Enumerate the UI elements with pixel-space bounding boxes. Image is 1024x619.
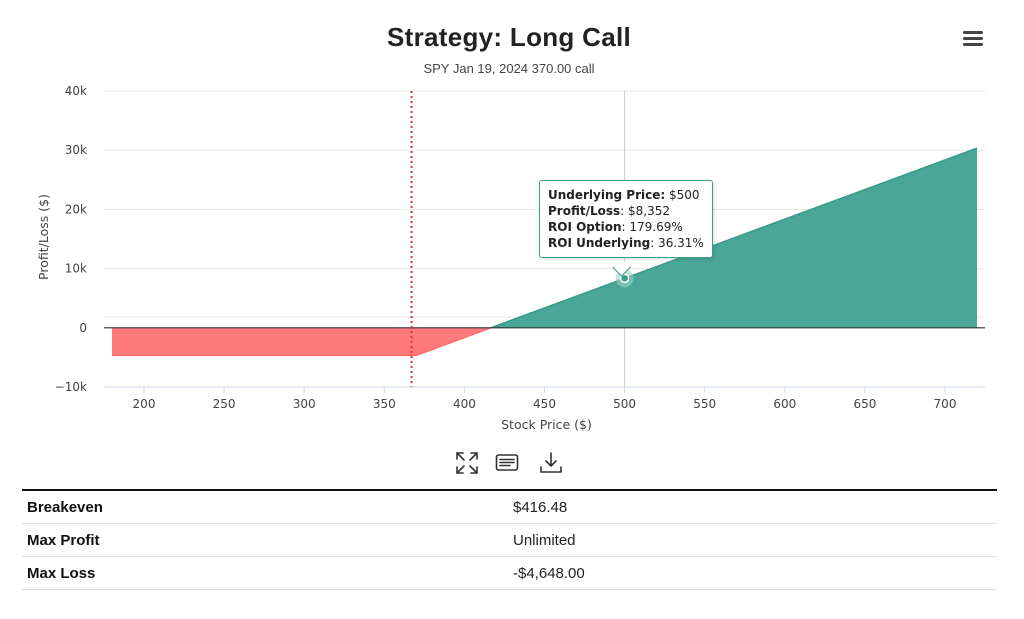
y-axis-title: Profit/Loss ($) xyxy=(36,194,51,280)
menu-bar xyxy=(963,37,983,40)
y-tick-label: −10k xyxy=(55,380,87,394)
axes: −10k 0 10k 20k 30k 40k 200 250 300 350 400 450 500 55… xyxy=(55,84,985,411)
tooltip-roi-underlying-value: : 36.31% xyxy=(650,236,704,250)
tooltip-roi-option-row: ROI Option: 179.69% xyxy=(548,219,704,235)
max-profit-label: Max Profit xyxy=(22,523,508,557)
menu-bar xyxy=(963,31,983,34)
table-row: Breakeven $416.48 xyxy=(22,490,997,524)
x-tick-label: 350 xyxy=(373,397,396,411)
x-axis-title: Stock Price ($) xyxy=(501,417,592,432)
fullscreen-icon[interactable] xyxy=(454,450,480,476)
tooltip-underlying-row: Underlying Price: $500 xyxy=(548,187,704,203)
tooltip-pl-row: Profit/Loss: $8,352 xyxy=(548,203,704,219)
tooltip-roi-underlying-row: ROI Underlying: 36.31% xyxy=(548,235,704,251)
data-table-icon[interactable] xyxy=(494,450,520,476)
tooltip-roi-option-value: : 179.69% xyxy=(621,220,683,234)
y-tick-label: 20k xyxy=(65,202,87,216)
tooltip-pl-label: Profit/Loss xyxy=(548,204,621,218)
x-tick-label: 700 xyxy=(934,397,957,411)
x-tick-label: 550 xyxy=(693,397,716,411)
breakeven-value: $416.48 xyxy=(508,490,997,524)
x-tick-label: 650 xyxy=(853,397,876,411)
menu-bar xyxy=(963,43,983,46)
x-tick-label: 250 xyxy=(213,397,236,411)
download-icon[interactable] xyxy=(538,450,564,476)
max-profit-value: Unlimited xyxy=(508,523,997,557)
table-row: Max Profit Unlimited xyxy=(22,523,997,557)
y-tick-label: 30k xyxy=(65,143,87,157)
profit-loss-chart: −10k 0 10k 20k 30k 40k 200 250 300 350 400 450 500 55… xyxy=(36,84,985,432)
tooltip-roi-option-label: ROI Option xyxy=(548,220,622,234)
loss-area xyxy=(111,327,491,356)
tooltip-underlying-value: $500 xyxy=(669,188,700,202)
chart-subtitle: SPY Jan 19, 2024 370.00 call xyxy=(423,61,595,76)
x-tick-label: 450 xyxy=(533,397,556,411)
tooltip: Underlying Price: $500 Profit/Loss: $8,3… xyxy=(539,180,713,258)
chart-title: Strategy: Long Call xyxy=(386,22,632,52)
x-tick-label: 500 xyxy=(613,397,636,411)
y-tick-label: 10k xyxy=(65,262,87,276)
max-loss-label: Max Loss xyxy=(22,556,508,590)
profit-line xyxy=(490,147,978,329)
x-tick-label: 300 xyxy=(293,397,316,411)
series-lines xyxy=(104,91,985,387)
tooltip-pl-value: : $8,352 xyxy=(620,204,671,218)
x-tick-label: 200 xyxy=(133,397,156,411)
hamburger-menu-icon[interactable] xyxy=(960,28,986,52)
y-tick-label: 0 xyxy=(79,321,87,335)
table-row: Max Loss -$4,648.00 xyxy=(22,556,997,590)
tooltip-roi-underlying-label: ROI Underlying xyxy=(548,236,651,250)
loss-line xyxy=(111,327,492,357)
tooltip-underlying-label: Underlying Price: xyxy=(548,188,666,202)
breakeven-label: Breakeven xyxy=(22,490,508,524)
y-tick-label: 40k xyxy=(65,84,87,98)
x-tick-label: 400 xyxy=(453,397,476,411)
max-loss-value: -$4,648.00 xyxy=(508,556,997,590)
highlight-point xyxy=(619,273,630,284)
x-tick-label: 600 xyxy=(773,397,796,411)
summary-table: Breakeven $416.48 Max Profit Unlimited M… xyxy=(22,489,997,590)
